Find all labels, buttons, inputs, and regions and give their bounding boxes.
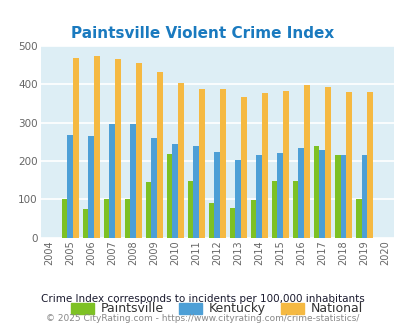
Bar	[256, 155, 262, 238]
Text: Paintsville Violent Crime Index: Paintsville Violent Crime Index	[71, 25, 334, 41]
Bar	[198, 89, 204, 238]
Bar	[177, 82, 183, 238]
Legend: Paintsville, Kentucky, National: Paintsville, Kentucky, National	[66, 297, 367, 320]
Bar	[292, 181, 298, 238]
Bar	[151, 138, 157, 238]
Bar	[214, 152, 220, 238]
Bar	[130, 123, 136, 238]
Bar	[319, 150, 324, 238]
Bar	[157, 72, 162, 238]
Bar	[67, 135, 72, 238]
Bar	[262, 93, 267, 238]
Bar	[229, 208, 235, 238]
Text: © 2025 CityRating.com - https://www.cityrating.com/crime-statistics/: © 2025 CityRating.com - https://www.city…	[46, 314, 359, 323]
Bar	[324, 87, 330, 238]
Bar	[145, 182, 151, 238]
Bar	[94, 56, 99, 238]
Bar	[366, 92, 372, 238]
Bar	[313, 146, 319, 238]
Bar	[355, 199, 361, 238]
Bar	[88, 136, 94, 238]
Bar	[282, 91, 288, 238]
Bar	[166, 154, 172, 238]
Bar	[220, 89, 225, 238]
Bar	[340, 155, 345, 238]
Bar	[241, 97, 246, 238]
Bar	[82, 209, 88, 238]
Bar	[109, 123, 115, 238]
Bar	[187, 181, 193, 238]
Bar	[298, 148, 303, 238]
Bar	[193, 146, 198, 238]
Bar	[271, 181, 277, 238]
Bar	[250, 200, 256, 238]
Bar	[208, 203, 214, 238]
Bar	[172, 144, 177, 238]
Text: Crime Index corresponds to incidents per 100,000 inhabitants: Crime Index corresponds to incidents per…	[41, 294, 364, 304]
Bar	[136, 63, 141, 238]
Bar	[235, 160, 241, 238]
Bar	[361, 154, 366, 238]
Bar	[72, 58, 78, 238]
Bar	[277, 153, 282, 238]
Bar	[115, 59, 120, 238]
Bar	[334, 155, 340, 238]
Bar	[303, 85, 309, 238]
Bar	[103, 199, 109, 238]
Bar	[62, 199, 67, 238]
Bar	[345, 92, 351, 238]
Bar	[124, 199, 130, 238]
